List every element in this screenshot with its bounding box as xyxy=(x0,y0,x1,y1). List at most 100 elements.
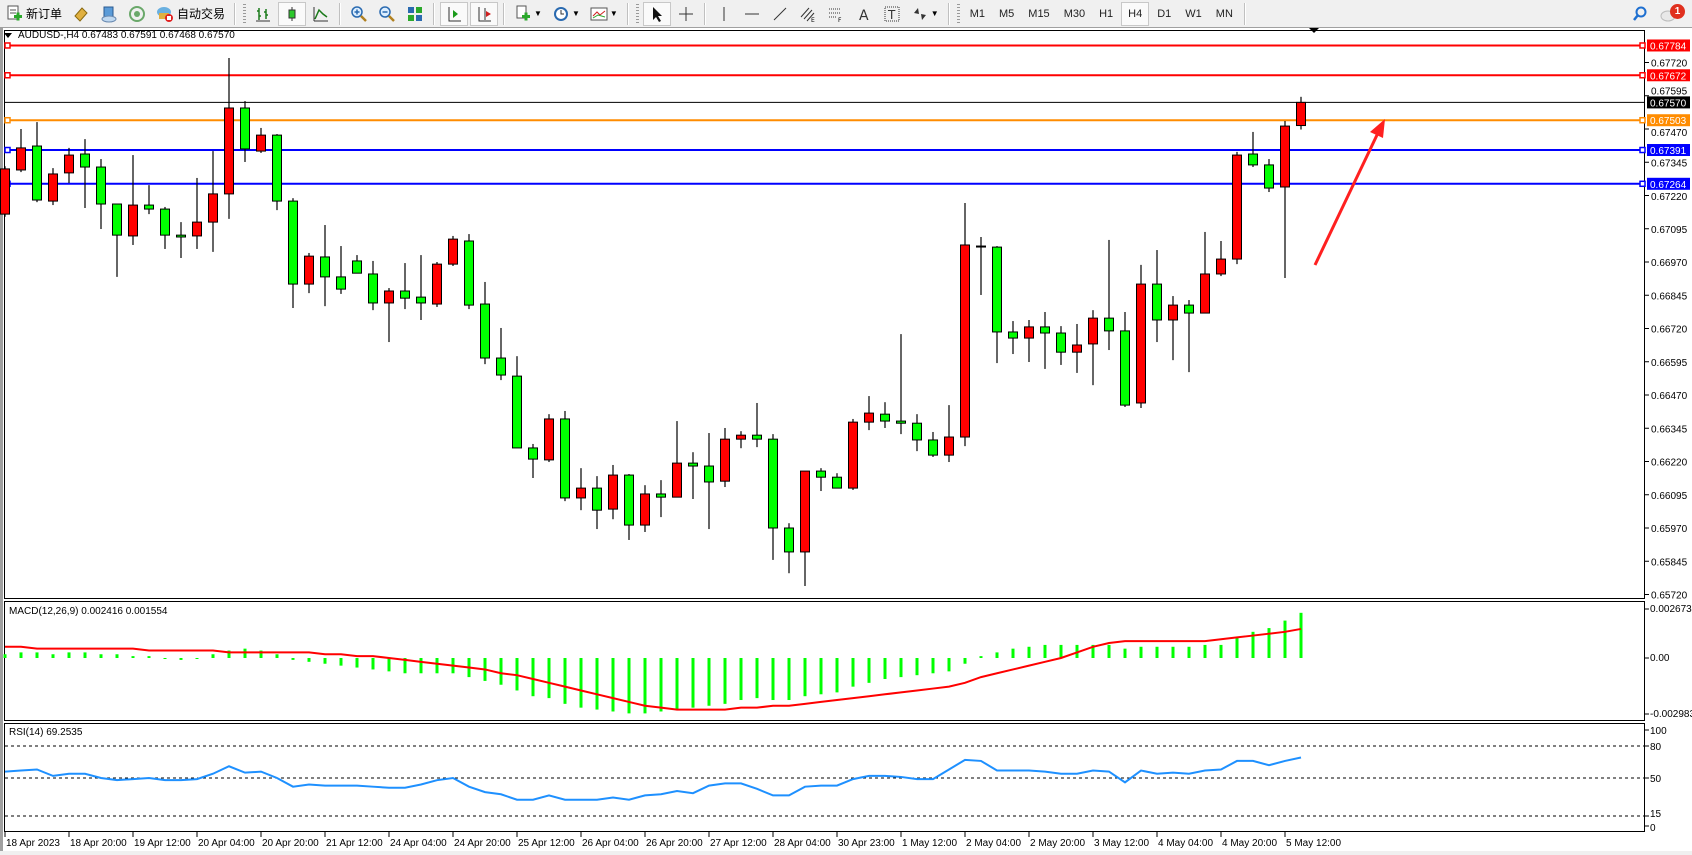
candle[interactable] xyxy=(1168,296,1178,361)
cursor-button[interactable] xyxy=(642,1,671,26)
candle[interactable] xyxy=(128,155,138,245)
candle[interactable] xyxy=(48,168,58,206)
timeframe-mn[interactable]: MN xyxy=(1215,7,1233,20)
candle[interactable] xyxy=(1296,96,1306,130)
candle[interactable] xyxy=(160,206,170,249)
candle[interactable] xyxy=(1184,300,1194,373)
candle[interactable] xyxy=(944,405,954,463)
candle[interactable] xyxy=(928,431,938,457)
candle[interactable] xyxy=(576,468,586,511)
candle[interactable] xyxy=(1248,131,1258,168)
rsi-pane[interactable] xyxy=(4,723,1645,832)
candle[interactable] xyxy=(80,139,90,209)
templates-dropdown[interactable]: ▼ xyxy=(586,2,622,26)
candle[interactable] xyxy=(496,327,506,381)
indicators-dropdown[interactable]: ▼ xyxy=(510,2,546,26)
new-order-button[interactable]: 新订单 xyxy=(1,2,66,26)
timeframe-h4[interactable]: H4 xyxy=(1121,1,1150,26)
trendline-button[interactable] xyxy=(767,2,793,26)
bar-chart-button[interactable] xyxy=(250,2,276,26)
candle[interactable] xyxy=(592,476,602,530)
candle[interactable] xyxy=(112,203,122,277)
candle[interactable] xyxy=(896,334,906,435)
candle[interactable] xyxy=(416,255,426,320)
candle[interactable] xyxy=(176,222,186,259)
toolbar-grip[interactable] xyxy=(635,3,639,24)
candle[interactable] xyxy=(448,235,458,266)
chart-menu-triangle-icon[interactable] xyxy=(4,33,12,38)
candle[interactable] xyxy=(752,402,762,448)
candle[interactable] xyxy=(1280,121,1290,278)
toolbar-grip[interactable] xyxy=(243,3,247,24)
text-label-button[interactable]: T xyxy=(879,2,905,26)
timeframe-m30[interactable]: M30 xyxy=(1063,7,1086,20)
red-arrow-annotation[interactable] xyxy=(1313,119,1385,266)
market-watch-button[interactable] xyxy=(68,2,94,26)
line-handle[interactable] xyxy=(4,116,11,124)
candle[interactable] xyxy=(1152,250,1162,343)
candle[interactable] xyxy=(432,262,442,307)
timeframe-h1[interactable]: H1 xyxy=(1099,7,1114,20)
candle[interactable] xyxy=(608,464,618,520)
candle[interactable] xyxy=(368,260,378,311)
candle[interactable] xyxy=(864,396,874,431)
candle[interactable] xyxy=(320,225,330,307)
vertical-line-button[interactable] xyxy=(711,2,737,26)
candle[interactable] xyxy=(1088,310,1098,386)
candle[interactable] xyxy=(1216,240,1226,277)
candle[interactable] xyxy=(688,452,698,500)
toolbar-grip[interactable] xyxy=(956,3,960,24)
chart-shift-button[interactable] xyxy=(470,1,499,26)
signals-button[interactable] xyxy=(124,2,150,26)
candle[interactable] xyxy=(1040,312,1050,369)
candle[interactable] xyxy=(208,151,218,252)
candle[interactable] xyxy=(784,523,794,574)
candle[interactable] xyxy=(544,414,554,463)
line-handle[interactable] xyxy=(1639,42,1646,49)
timeframe-w1[interactable]: W1 xyxy=(1185,7,1202,20)
candle[interactable] xyxy=(1056,326,1066,365)
autoscroll-button[interactable] xyxy=(440,1,469,26)
candle[interactable] xyxy=(528,443,538,478)
candle[interactable] xyxy=(304,252,314,294)
zoom-in-button[interactable] xyxy=(346,2,372,26)
candle[interactable] xyxy=(560,410,570,502)
candle[interactable] xyxy=(400,263,410,310)
tile-windows-button[interactable] xyxy=(402,2,428,26)
candle[interactable] xyxy=(1200,231,1210,314)
line-chart-button[interactable] xyxy=(308,2,334,26)
line-handle[interactable] xyxy=(4,146,11,154)
candle[interactable] xyxy=(464,234,474,310)
candle[interactable] xyxy=(976,236,986,295)
candle[interactable] xyxy=(32,122,42,203)
candle[interactable] xyxy=(64,147,74,183)
candle[interactable] xyxy=(624,474,634,540)
candle[interactable] xyxy=(848,418,858,490)
candle[interactable] xyxy=(832,473,842,489)
candle[interactable] xyxy=(1120,312,1130,407)
candle[interactable] xyxy=(1072,323,1082,373)
timeframe-m5[interactable]: M5 xyxy=(999,7,1015,20)
auto-trading-button[interactable]: 自动交易 xyxy=(152,2,229,26)
candle[interactable] xyxy=(656,480,666,518)
candle[interactable] xyxy=(192,177,202,249)
periods-dropdown[interactable]: ▼ xyxy=(548,2,584,26)
candle[interactable] xyxy=(720,427,730,488)
candle[interactable] xyxy=(640,485,650,532)
candle[interactable] xyxy=(96,159,106,230)
timeframe-m1[interactable]: M1 xyxy=(969,7,985,20)
text-button[interactable]: A xyxy=(851,2,877,26)
candle[interactable] xyxy=(352,255,362,274)
candle[interactable] xyxy=(800,470,810,586)
main-pane[interactable] xyxy=(4,30,1645,599)
timeframe-m15[interactable]: M15 xyxy=(1028,7,1050,20)
fibonacci-button[interactable]: F xyxy=(823,2,849,26)
line-handle[interactable] xyxy=(1639,146,1646,154)
line-handle[interactable] xyxy=(1639,116,1646,124)
line-handle[interactable] xyxy=(1639,72,1646,79)
candlestick-button[interactable] xyxy=(278,1,307,26)
candle[interactable] xyxy=(288,198,298,309)
candle[interactable] xyxy=(768,434,778,560)
chart-window[interactable]: 0.67784 0.67672 0.67503 0.67391 0.67264 0.675… xyxy=(0,28,1692,855)
candle[interactable] xyxy=(144,185,154,215)
